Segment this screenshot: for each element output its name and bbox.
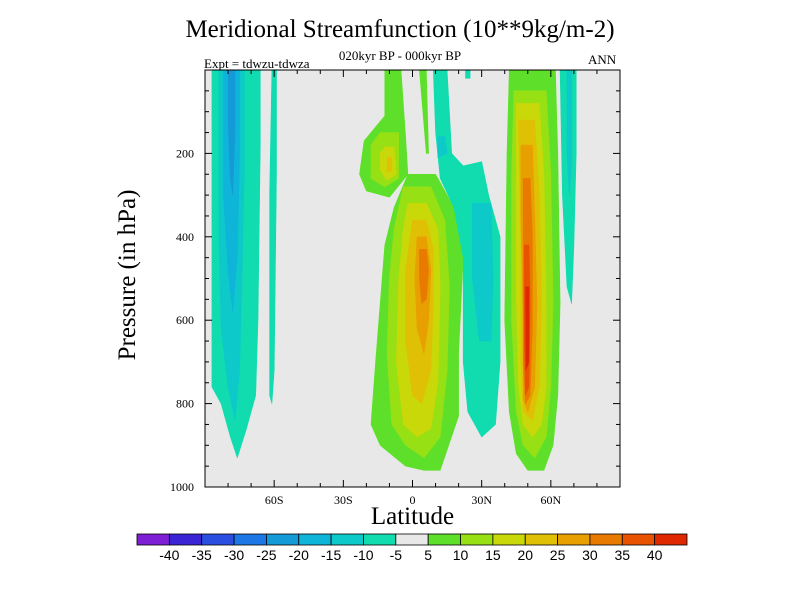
colorbar-label: -40 — [159, 547, 179, 563]
colorbar-label: 25 — [550, 547, 566, 563]
colorbar-swatch — [363, 533, 397, 546]
contour-region — [269, 69, 277, 404]
colorbar-label: -30 — [224, 547, 244, 563]
colorbar-label: 20 — [517, 547, 533, 563]
colorbar-label: 5 — [424, 547, 432, 563]
colorbar-label: -10 — [353, 547, 373, 563]
colorbar-swatch — [654, 533, 688, 546]
colorbar-label: 35 — [615, 547, 631, 563]
contour-region — [437, 136, 448, 158]
contour-fills — [205, 69, 620, 487]
experiment-label: Expt = tdwzu-tdwza — [204, 56, 310, 71]
contour-region — [386, 157, 393, 173]
chart-title: Meridional Streamfunction (10**9kg/m-2) — [185, 16, 615, 43]
colorbar-label: 30 — [582, 547, 598, 563]
y-tick-label: 600 — [176, 313, 194, 327]
colorbar-label: 40 — [647, 547, 663, 563]
colorbar-swatch — [298, 533, 332, 546]
contour-region — [432, 69, 501, 438]
colorbar-swatch — [621, 533, 656, 546]
colorbar: -40 -35 -30 -25 -20 -15 -10 -5 5 10 15 20 25 30 35 40 — [136, 533, 688, 563]
colorbar-swatch — [589, 533, 623, 546]
x-axis-label: Latitude — [370, 503, 455, 530]
colorbar-swatch — [524, 533, 558, 546]
y-tick-label: 200 — [176, 146, 194, 160]
contour-region — [559, 69, 577, 304]
colorbar-label: -20 — [289, 547, 309, 563]
axis-ticks: 60S 30S 0 30N 60N 200 400 600 800 1000 — [170, 69, 621, 507]
x-tick-label: 30N — [471, 493, 492, 507]
colorbar-swatch — [557, 533, 591, 546]
y-tick-label: 400 — [176, 230, 194, 244]
y-tick-label: 800 — [176, 397, 194, 411]
contour-region — [223, 69, 240, 313]
colorbar-swatch — [460, 533, 494, 546]
y-tick-label: 1000 — [170, 480, 194, 494]
colorbar-swatch — [492, 533, 526, 546]
colorbar-label: -25 — [256, 547, 276, 563]
x-tick-label: 60N — [540, 493, 561, 507]
colorbar-swatch — [233, 533, 267, 546]
colorbar-swatch — [201, 533, 235, 546]
contour-region — [465, 69, 471, 79]
chart-subtitle: 020kyr BP - 000kyr BP — [338, 48, 462, 63]
colorbar-label: -5 — [390, 547, 403, 563]
contour-region — [525, 286, 530, 371]
x-tick-label: 60S — [265, 493, 284, 507]
colorbar-swatch — [168, 533, 203, 546]
x-tick-label: 30S — [334, 493, 353, 507]
contour-region — [419, 249, 429, 304]
colorbar-label: 10 — [453, 547, 469, 563]
colorbar-swatch — [427, 533, 461, 546]
contour-region — [472, 203, 494, 342]
colorbar-swatch — [330, 533, 364, 546]
colorbar-swatch — [395, 533, 429, 546]
colorbar-swatch — [136, 533, 170, 546]
colorbar-label: -15 — [321, 547, 341, 563]
colorbar-swatch — [266, 533, 300, 546]
colorbar-label: -35 — [192, 547, 212, 563]
colorbar-label: 15 — [485, 547, 501, 563]
x-tick-label: 0 — [410, 493, 416, 507]
season-label: ANN — [588, 52, 617, 67]
